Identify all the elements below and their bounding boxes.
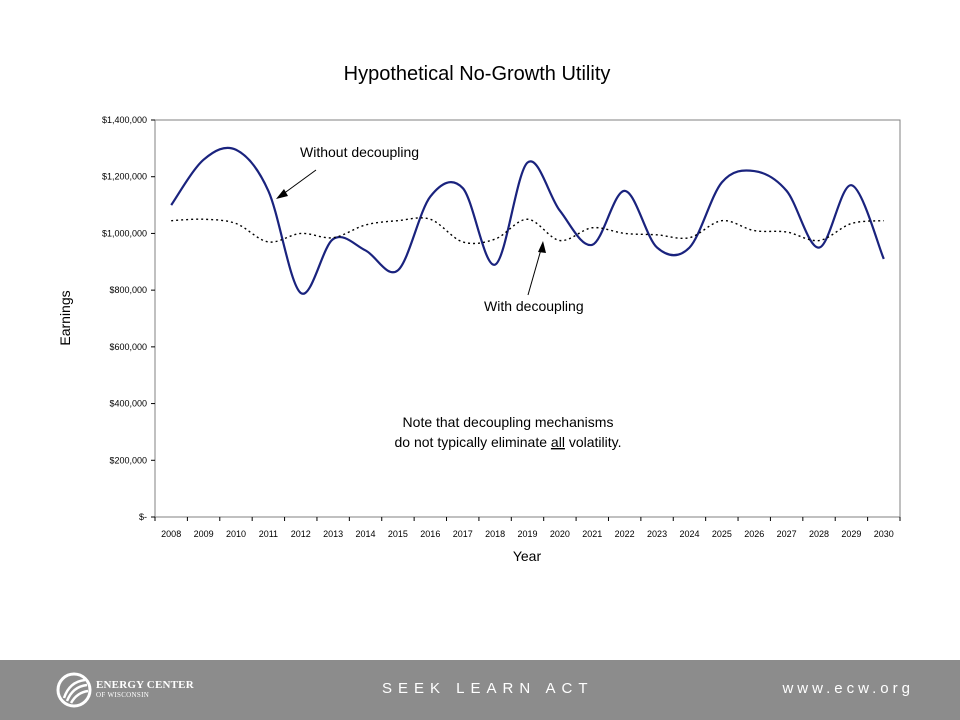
- plot-area: [154, 119, 901, 518]
- x-tick-label: 2014: [356, 529, 376, 539]
- y-axis: $- $200,000 $400,000 $600,000 $800,000 $1,000…: [102, 115, 155, 522]
- x-tick-label: 2022: [615, 529, 635, 539]
- org-name-line-2: OF WISCONSIN: [96, 691, 150, 699]
- y-tick-label: $1,200,000: [102, 172, 147, 182]
- chart: Hypothetical No-Growth Utility $- $200,00…: [57, 63, 901, 564]
- x-tick-label: 2029: [841, 529, 861, 539]
- x-tick-label: 2023: [647, 529, 667, 539]
- note-line-2: do not typically eliminate all volatilit…: [395, 434, 622, 450]
- annotation-without-decoupling: Without decoupling: [300, 144, 419, 160]
- note-emphasis: all: [551, 434, 565, 450]
- x-tick-label: 2021: [582, 529, 602, 539]
- y-tick-label: $-: [139, 512, 147, 522]
- footer-bar: ENERGY CENTER OF WISCONSIN SEEK LEARN AC…: [0, 660, 960, 720]
- x-tick-label: 2018: [485, 529, 505, 539]
- x-tick-label: 2026: [744, 529, 764, 539]
- x-tick-label: 2019: [517, 529, 537, 539]
- organization-name: ENERGY CENTER OF WISCONSIN: [96, 679, 194, 700]
- note-line-1: Note that decoupling mechanisms: [403, 414, 614, 430]
- x-tick-label: 2025: [712, 529, 732, 539]
- x-tick-label: 2015: [388, 529, 408, 539]
- x-tick-label: 2030: [874, 529, 894, 539]
- x-tick-label: 2020: [550, 529, 570, 539]
- series-line-without-decoupling: [170, 146, 885, 295]
- x-tick-label: 2013: [323, 529, 343, 539]
- x-axis: 2008 2009 2010 2011 2012 2013 2014 2015 2016 2017…: [154, 517, 901, 539]
- x-axis-label: Year: [513, 548, 542, 564]
- x-tick-label: 2027: [777, 529, 797, 539]
- x-tick-label: 2024: [679, 529, 699, 539]
- series-layer: [170, 146, 885, 295]
- y-tick-label: $400,000: [109, 399, 147, 409]
- x-tick-label: 2011: [259, 529, 278, 539]
- chart-title: Hypothetical No-Growth Utility: [344, 63, 611, 85]
- website-link[interactable]: www.ecw.org: [782, 680, 914, 697]
- tagline: SEEK LEARN ACT: [382, 680, 594, 697]
- x-tick-label: 2012: [291, 529, 311, 539]
- x-tick-label: 2008: [161, 529, 181, 539]
- y-tick-label: $800,000: [109, 285, 147, 295]
- note-line-2-post: volatility.: [565, 434, 622, 450]
- note-line-2-pre: do not typically eliminate: [395, 434, 551, 450]
- y-tick-label: $200,000: [109, 455, 147, 465]
- series-line-with-decoupling: [171, 217, 884, 245]
- y-axis-label: Earnings: [57, 290, 73, 345]
- org-name-line-1: ENERGY CENTER: [96, 679, 194, 691]
- y-tick-label: $1,000,000: [102, 228, 147, 238]
- annotation-arrow-with: [527, 245, 543, 296]
- annotation-arrowhead-with: [538, 241, 546, 253]
- x-tick-label: 2009: [194, 529, 214, 539]
- x-tick-label: 2010: [226, 529, 246, 539]
- y-tick-label: $1,400,000: [102, 115, 147, 125]
- x-tick-label: 2028: [809, 529, 829, 539]
- energy-center-logo-icon: [56, 672, 92, 708]
- x-tick-label: 2016: [420, 529, 440, 539]
- x-tick-label: 2017: [453, 529, 473, 539]
- y-tick-label: $600,000: [109, 342, 147, 352]
- annotation-arrowhead-without: [276, 189, 288, 199]
- annotation-with-decoupling: With decoupling: [484, 298, 584, 314]
